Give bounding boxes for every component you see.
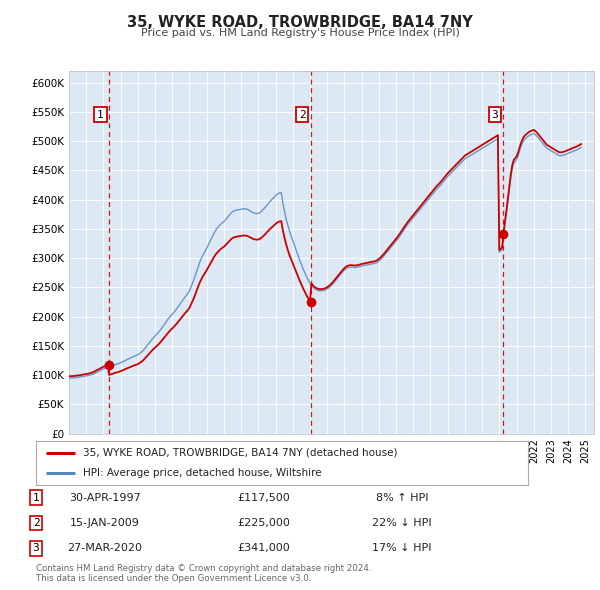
Text: Contains HM Land Registry data © Crown copyright and database right 2024.
This d: Contains HM Land Registry data © Crown c… bbox=[36, 563, 371, 583]
Text: £341,000: £341,000 bbox=[238, 543, 290, 553]
Text: 27-MAR-2020: 27-MAR-2020 bbox=[67, 543, 143, 553]
Text: 3: 3 bbox=[32, 543, 40, 553]
Text: 15-JAN-2009: 15-JAN-2009 bbox=[70, 518, 140, 528]
Text: Price paid vs. HM Land Registry's House Price Index (HPI): Price paid vs. HM Land Registry's House … bbox=[140, 28, 460, 38]
Text: 35, WYKE ROAD, TROWBRIDGE, BA14 7NY: 35, WYKE ROAD, TROWBRIDGE, BA14 7NY bbox=[127, 15, 473, 30]
Text: 2: 2 bbox=[32, 518, 40, 528]
Text: £225,000: £225,000 bbox=[238, 518, 290, 528]
Text: HPI: Average price, detached house, Wiltshire: HPI: Average price, detached house, Wilt… bbox=[83, 468, 322, 478]
Text: 3: 3 bbox=[491, 110, 498, 120]
Text: 1: 1 bbox=[32, 493, 40, 503]
Text: 2: 2 bbox=[299, 110, 305, 120]
Text: 1: 1 bbox=[97, 110, 104, 120]
Text: 8% ↑ HPI: 8% ↑ HPI bbox=[376, 493, 428, 503]
Text: 17% ↓ HPI: 17% ↓ HPI bbox=[372, 543, 432, 553]
Text: 30-APR-1997: 30-APR-1997 bbox=[69, 493, 141, 503]
Text: £117,500: £117,500 bbox=[238, 493, 290, 503]
Text: 22% ↓ HPI: 22% ↓ HPI bbox=[372, 518, 432, 528]
Text: 35, WYKE ROAD, TROWBRIDGE, BA14 7NY (detached house): 35, WYKE ROAD, TROWBRIDGE, BA14 7NY (det… bbox=[83, 448, 397, 458]
